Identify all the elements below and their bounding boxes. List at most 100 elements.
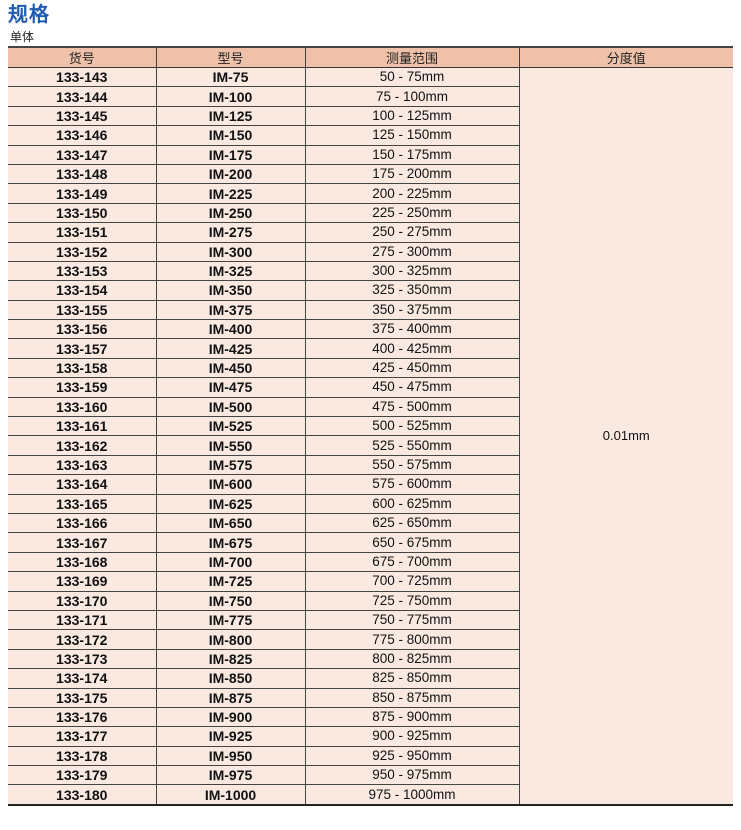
cell-range: 250 - 275mm <box>304 222 519 243</box>
cell-code: 133-165 <box>8 494 156 514</box>
cell-range: 375 - 400mm <box>304 319 519 340</box>
cell-code: 133-168 <box>8 552 156 573</box>
cell-model: IM-75 <box>155 67 305 88</box>
table-row: 133-180 IM-1000 975 - 1000mm <box>8 784 733 806</box>
cell-code: 133-152 <box>8 242 156 262</box>
cell-model: IM-375 <box>155 300 305 321</box>
table-row: 133-161 IM-525 500 - 525mm <box>8 416 733 437</box>
table-row: 133-174 IM-850 825 - 850mm <box>8 668 733 689</box>
cell-model: IM-900 <box>155 707 305 728</box>
cell-range: 350 - 375mm <box>304 300 519 321</box>
cell-code: 133-163 <box>8 455 156 476</box>
cell-range: 750 - 775mm <box>304 610 519 631</box>
cell-range: 550 - 575mm <box>304 455 519 476</box>
cell-range: 850 - 875mm <box>304 688 519 708</box>
cell-range: 625 - 650mm <box>304 513 519 534</box>
table-row: 133-149 IM-225 200 - 225mm <box>8 183 733 204</box>
cell-range: 200 - 225mm <box>304 183 519 204</box>
cell-range: 975 - 1000mm <box>304 784 519 806</box>
cell-code: 133-153 <box>8 261 156 282</box>
table-row: 133-177 IM-925 900 - 925mm <box>8 726 733 747</box>
cell-range: 425 - 450mm <box>304 358 519 379</box>
cell-code: 133-146 <box>8 125 156 146</box>
cell-code: 133-172 <box>8 629 156 650</box>
table-row: 133-173 IM-825 800 - 825mm <box>8 649 733 670</box>
cell-range: 225 - 250mm <box>304 203 519 224</box>
table-row: 133-153 IM-325 300 - 325mm <box>8 261 733 282</box>
cell-model: IM-550 <box>155 435 305 456</box>
cell-range: 525 - 550mm <box>304 435 519 456</box>
cell-code: 133-147 <box>8 145 156 165</box>
table-row: 133-165 IM-625 600 - 625mm <box>8 494 733 514</box>
cell-model: IM-575 <box>155 455 305 476</box>
cell-range: 600 - 625mm <box>304 494 519 514</box>
table-row: 133-171 IM-775 750 - 775mm <box>8 610 733 631</box>
cell-model: IM-850 <box>155 668 305 689</box>
cell-code: 133-166 <box>8 513 156 534</box>
cell-model: IM-925 <box>155 726 305 747</box>
cell-model: IM-175 <box>155 145 305 165</box>
cell-range: 900 - 925mm <box>304 726 519 747</box>
cell-model: IM-325 <box>155 261 305 282</box>
cell-code: 133-160 <box>8 397 156 418</box>
cell-code: 133-158 <box>8 358 156 379</box>
cell-range: 400 - 425mm <box>304 338 519 359</box>
cell-code: 133-175 <box>8 688 156 708</box>
table-row: 133-175 IM-875 850 - 875mm <box>8 688 733 708</box>
section-subtitle: 单体 <box>10 30 35 44</box>
cell-code: 133-154 <box>8 280 156 301</box>
cell-model: IM-425 <box>155 338 305 359</box>
cell-model: IM-800 <box>155 629 305 650</box>
table-header-row: 货号 型号 测量范围 分度值 <box>8 47 733 68</box>
cell-range: 125 - 150mm <box>304 125 519 146</box>
header-code: 货号 <box>8 47 156 68</box>
table-row: 133-148 IM-200 175 - 200mm <box>8 164 733 185</box>
cell-model: IM-225 <box>155 183 305 204</box>
cell-code: 133-167 <box>8 532 156 553</box>
cell-code: 133-177 <box>8 726 156 747</box>
cell-code: 133-143 <box>8 67 156 88</box>
cell-range: 325 - 350mm <box>304 280 519 301</box>
cell-code: 133-179 <box>8 765 156 786</box>
cell-model: IM-950 <box>155 746 305 767</box>
cell-range: 150 - 175mm <box>304 145 519 165</box>
page-title: 规格 <box>8 2 50 26</box>
cell-model: IM-700 <box>155 552 305 573</box>
cell-code: 133-174 <box>8 668 156 689</box>
cell-code: 133-148 <box>8 164 156 185</box>
cell-code: 133-178 <box>8 746 156 767</box>
cell-model: IM-1000 <box>155 784 305 806</box>
table-row: 133-172 IM-800 775 - 800mm <box>8 629 733 650</box>
table-row: 133-169 IM-725 700 - 725mm <box>8 571 733 592</box>
cell-model: IM-100 <box>155 86 305 107</box>
cell-code: 133-149 <box>8 183 156 204</box>
cell-resolution: 0.01mm <box>518 67 733 805</box>
cell-model: IM-875 <box>155 688 305 708</box>
cell-code: 133-169 <box>8 571 156 592</box>
cell-code: 133-162 <box>8 435 156 456</box>
table-row: 133-170 IM-750 725 - 750mm <box>8 591 733 611</box>
table-row: 133-144 IM-100 75 - 100mm <box>8 86 733 107</box>
cell-range: 475 - 500mm <box>304 397 519 418</box>
cell-model: IM-350 <box>155 280 305 301</box>
cell-code: 133-176 <box>8 707 156 728</box>
cell-code: 133-173 <box>8 649 156 670</box>
table-row: 133-167 IM-675 650 - 675mm <box>8 532 733 553</box>
cell-range: 825 - 850mm <box>304 668 519 689</box>
cell-code: 133-171 <box>8 610 156 631</box>
header-resolution: 分度值 <box>518 47 733 68</box>
cell-code: 133-159 <box>8 377 156 398</box>
table-row: 133-160 IM-500 475 - 500mm <box>8 397 733 418</box>
cell-range: 925 - 950mm <box>304 746 519 767</box>
cell-range: 175 - 200mm <box>304 164 519 185</box>
header-model: 型号 <box>155 47 305 68</box>
cell-range: 575 - 600mm <box>304 474 519 495</box>
cell-model: IM-300 <box>155 242 305 262</box>
cell-model: IM-725 <box>155 571 305 592</box>
table-row: 133-178 IM-950 925 - 950mm <box>8 746 733 767</box>
cell-range: 75 - 100mm <box>304 86 519 107</box>
spec-table: 货号 型号 测量范围 分度值 133-143 IM-75 50 - 75mm 0.01… <box>8 46 733 806</box>
cell-range: 700 - 725mm <box>304 571 519 592</box>
table-row: 133-176 IM-900 875 - 900mm <box>8 707 733 728</box>
cell-model: IM-250 <box>155 203 305 224</box>
